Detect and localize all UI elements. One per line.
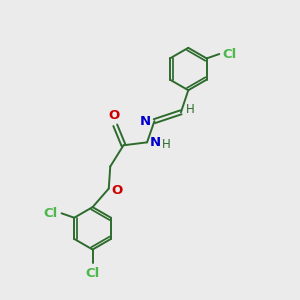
Text: O: O — [108, 109, 119, 122]
Text: N: N — [149, 136, 161, 149]
Text: Cl: Cl — [223, 47, 237, 61]
Text: H: H — [162, 138, 171, 151]
Text: H: H — [186, 103, 195, 116]
Text: Cl: Cl — [85, 267, 100, 280]
Text: N: N — [140, 115, 151, 128]
Text: O: O — [112, 184, 123, 196]
Text: Cl: Cl — [44, 207, 58, 220]
